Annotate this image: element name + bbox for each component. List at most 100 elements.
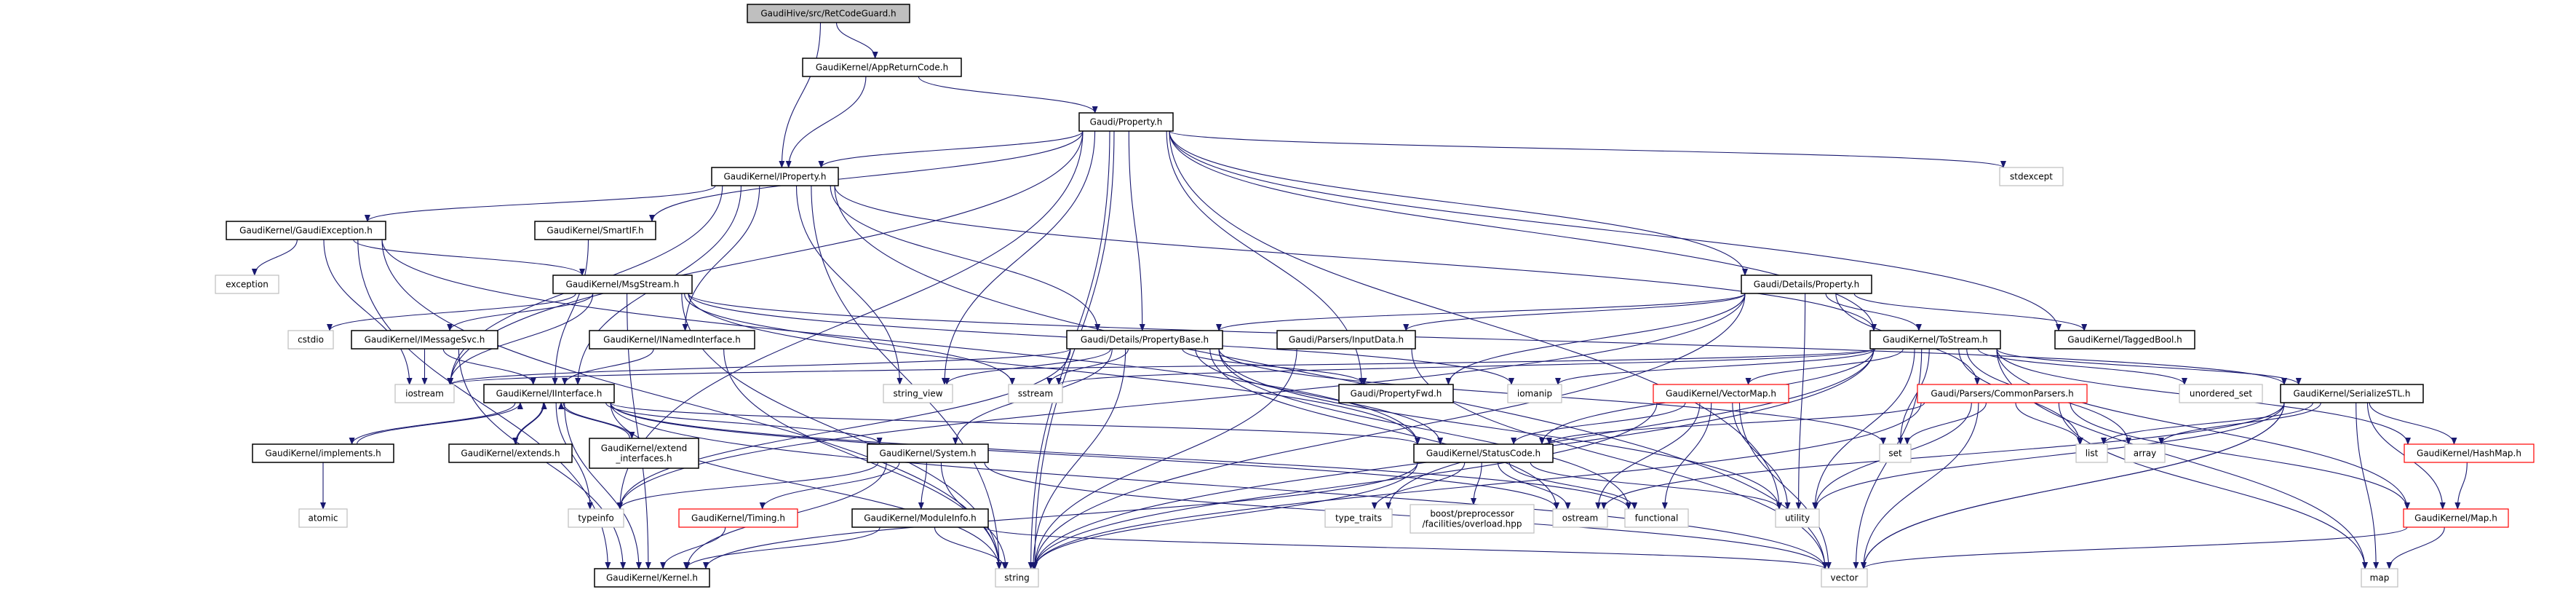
edge-iint-to-functional: [610, 402, 1631, 510]
node-extint[interactable]: GaudiKernel/extend_interfaces.h: [589, 438, 699, 469]
edge-prop-to-sview: [941, 130, 1096, 385]
node-label: GaudiKernel/extends.h: [461, 449, 560, 459]
node-cparse[interactable]: Gaudi/Parsers/CommonParsers.h: [1917, 384, 2088, 403]
edge-modinfo-to-kernel: [683, 526, 880, 569]
edge-iint-to-impl: [349, 402, 516, 445]
edge-status-to-string: [1032, 462, 1418, 569]
node-label: Gaudi/Parsers/InputData.h: [1289, 335, 1404, 345]
node-vector: vector: [1821, 568, 1868, 588]
edge-prop-to-typeinfo: [617, 130, 1084, 510]
node-status[interactable]: GaudiKernel/StatusCode.h: [1413, 443, 1554, 463]
edge-prop-to-stdexcept: [1169, 130, 2006, 168]
node-sstl[interactable]: GaudiKernel/SerializeSTL.h: [2280, 384, 2424, 403]
node-vmap[interactable]: GaudiKernel/VectorMap.h: [1653, 384, 1789, 403]
node-smartif[interactable]: GaudiKernel/SmartIF.h: [534, 221, 656, 240]
node-cstdio: cstdio: [287, 330, 334, 350]
node-map: map: [2361, 568, 2398, 588]
node-typeinfo: typeinfo: [568, 508, 624, 528]
edge-prop-to-smartif: [649, 130, 1084, 222]
node-label: set: [1888, 449, 1902, 459]
node-label: cstdio: [298, 335, 324, 345]
node-tagged[interactable]: GaudiKernel/TaggedBool.h: [2054, 330, 2195, 350]
node-iprop[interactable]: GaudiKernel/IProperty.h: [711, 167, 839, 186]
node-label: iostream: [405, 389, 444, 399]
edge-status-to-typetraits: [1371, 462, 1466, 510]
node-tostream[interactable]: GaudiKernel/ToStream.h: [1869, 330, 2001, 350]
edge-prop-to-iprop: [818, 130, 1084, 168]
edge-msg-to-status: [688, 293, 1420, 445]
edge-hive-to-iprop: [779, 22, 822, 168]
node-list: list: [2075, 443, 2108, 463]
node-label: boost/preprocessor: [1430, 509, 1514, 519]
node-hashmap[interactable]: GaudiKernel/HashMap.h: [2404, 443, 2535, 463]
node-utility: utility: [1775, 508, 1820, 528]
node-gexc[interactable]: GaudiKernel/GaudiException.h: [226, 221, 386, 240]
edges: [251, 22, 2468, 569]
edge-tostream-to-iomanip: [1555, 348, 1876, 385]
edge-imsg-to-iint: [442, 348, 536, 385]
edge-iint-to-extends: [512, 402, 544, 445]
node-label: GaudiKernel/SerializeSTL.h: [2294, 389, 2411, 399]
node-label: GaudiKernel/System.h: [879, 449, 976, 459]
edge-iint-to-status: [610, 402, 1420, 445]
edge-detprop-to-tagged: [1853, 293, 2088, 331]
node-prop[interactable]: Gaudi/Property.h: [1078, 112, 1174, 132]
node-label: sstream: [1018, 389, 1053, 399]
node-label: GaudiKernel/Kernel.h: [606, 573, 698, 583]
edge-status-to-functional: [1508, 462, 1638, 510]
node-maph[interactable]: GaudiKernel/Map.h: [2403, 508, 2509, 528]
node-label: string_view: [893, 389, 942, 399]
node-label: GaudiKernel/TaggedBool.h: [2067, 335, 2182, 345]
node-kernel[interactable]: GaudiKernel/Kernel.h: [594, 568, 710, 588]
node-boost: boost/preprocessor/facilities/overload.h…: [1410, 504, 1535, 534]
node-extends[interactable]: GaudiKernel/extends.h: [448, 443, 573, 463]
edge-prop-to-tostream: [1169, 130, 1877, 331]
node-label: /facilities/overload.hpp: [1423, 519, 1522, 529]
node-detprop[interactable]: Gaudi/Details/Property.h: [1741, 275, 1872, 294]
node-iostream: iostream: [394, 384, 455, 403]
node-impl[interactable]: GaudiKernel/implements.h: [252, 443, 394, 463]
node-label: utility: [1785, 513, 1810, 524]
node-label: Gaudi/PropertyFwd.h: [1351, 389, 1442, 399]
edge-cparse-to-list: [2015, 402, 2083, 445]
node-label: typeinfo: [578, 513, 613, 524]
edge-app-to-prop: [918, 76, 1098, 114]
edge-sstl-to-ostream: [1601, 402, 2285, 510]
edge-vmap-to-functional: [1661, 402, 1712, 510]
edge-cparse-to-status: [1546, 402, 1925, 445]
edge-cparse-to-set: [1904, 402, 1987, 445]
node-pbase[interactable]: Gaudi/Details/PropertyBase.h: [1066, 330, 1223, 350]
node-inamed[interactable]: GaudiKernel/INamedInterface.h: [589, 330, 755, 350]
edge-extends-to-iint: [515, 402, 547, 445]
edge-iint-to-string: [610, 402, 1002, 569]
edge-status-to-ostream: [1497, 462, 1571, 510]
edge-cparse-to-string: [1032, 402, 1922, 569]
edge-tostream-to-sstream: [1056, 348, 1875, 385]
node-string: string: [995, 568, 1039, 588]
node-msg[interactable]: GaudiKernel/MsgStream.h: [552, 275, 693, 294]
node-modinfo[interactable]: GaudiKernel/ModuleInfo.h: [851, 508, 989, 528]
edge-tostream-to-uset: [1977, 348, 2187, 385]
node-pfwd[interactable]: Gaudi/PropertyFwd.h: [1338, 384, 1454, 403]
node-hive[interactable]: GaudiHive/src/RetCodeGuard.h: [747, 4, 910, 23]
node-label: GaudiKernel/INamedInterface.h: [603, 335, 741, 345]
node-label: GaudiKernel/MsgStream.h: [565, 280, 679, 290]
edge-vmap-to-string: [1032, 402, 1658, 569]
node-typetraits: type_traits: [1324, 508, 1393, 528]
edge-system-to-timing: [759, 462, 900, 510]
edge-status-to-kernel: [703, 462, 1418, 569]
edge-pbase-to-iostream: [448, 348, 1071, 385]
node-imsg[interactable]: GaudiKernel/IMessageSvc.h: [351, 330, 498, 350]
node-label: GaudiKernel/ModuleInfo.h: [864, 513, 977, 524]
node-timing[interactable]: GaudiKernel/Timing.h: [678, 508, 798, 528]
edge-prop-to-pbase: [1128, 130, 1145, 331]
edge-sstl-to-list: [2101, 402, 2313, 445]
edge-cparse-to-vector: [1861, 402, 1979, 569]
node-app[interactable]: GaudiKernel/AppReturnCode.h: [802, 58, 962, 77]
edge-app-to-iprop: [785, 76, 867, 168]
node-input[interactable]: Gaudi/Parsers/InputData.h: [1276, 330, 1416, 350]
node-uset: unordered_set: [2179, 384, 2263, 403]
node-system[interactable]: GaudiKernel/System.h: [867, 443, 989, 463]
node-iint[interactable]: GaudiKernel/IInterface.h: [483, 384, 615, 403]
edge-detprop-to-input: [1403, 293, 1746, 331]
